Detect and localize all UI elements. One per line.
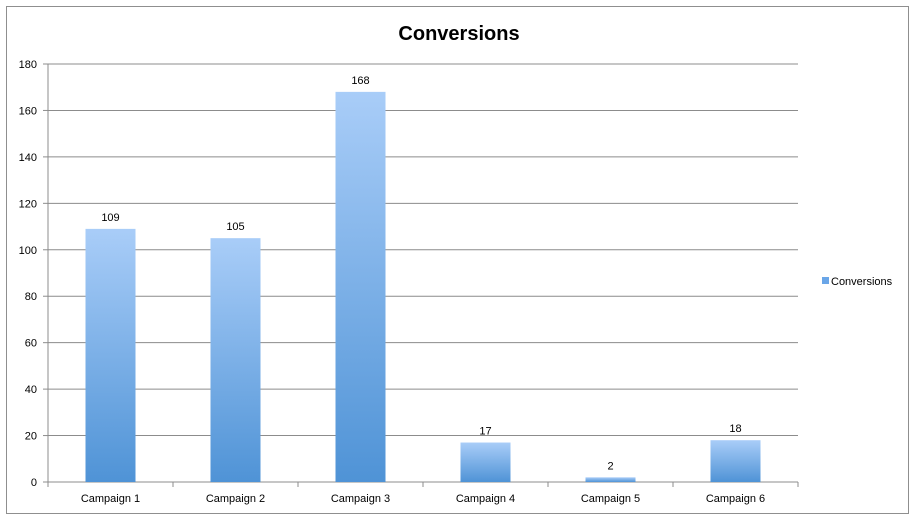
bar xyxy=(85,228,136,482)
bar xyxy=(210,238,261,482)
y-tick-label: 180 xyxy=(19,59,37,71)
y-tick-label: 80 xyxy=(25,291,37,303)
x-tick-label: Campaign 5 xyxy=(581,493,640,505)
x-tick-label: Campaign 1 xyxy=(81,493,140,505)
data-labels: 109 105 168 17 2 18 xyxy=(101,75,741,472)
data-label: 18 xyxy=(729,423,741,435)
data-label: 109 xyxy=(101,212,119,224)
y-tick-label: 100 xyxy=(19,245,37,257)
bar xyxy=(710,440,761,482)
x-tick-label: Campaign 3 xyxy=(331,493,390,505)
y-tick-label: 160 xyxy=(19,105,37,117)
y-tick-label: 40 xyxy=(25,384,37,396)
y-tick-label: 60 xyxy=(25,338,37,350)
x-axis-ticks: Campaign 1 Campaign 2 Campaign 3 Campaign 4… xyxy=(47,482,799,505)
bars xyxy=(85,91,761,482)
legend-swatch xyxy=(822,277,829,284)
data-label: 17 xyxy=(479,426,491,438)
legend: Conversions xyxy=(822,276,893,288)
y-tick-label: 140 xyxy=(19,152,37,164)
bar xyxy=(460,442,511,482)
y-tick-label: 120 xyxy=(19,198,37,210)
x-tick-label: Campaign 6 xyxy=(706,493,765,505)
bar xyxy=(335,91,386,482)
y-tick-label: 20 xyxy=(25,431,37,443)
bar xyxy=(585,477,636,482)
data-label: 168 xyxy=(351,75,369,87)
chart-title: Conversions xyxy=(398,23,519,45)
chart-frame xyxy=(6,6,909,514)
x-tick-label: Campaign 4 xyxy=(456,493,515,505)
y-tick-label: 0 xyxy=(31,477,37,489)
legend-label: Conversions xyxy=(831,276,893,288)
data-label: 105 xyxy=(226,221,244,233)
y-axis-ticks: 0 20 40 60 80 100 120 140 160 180 xyxy=(19,59,48,489)
data-label: 2 xyxy=(607,460,613,472)
x-tick-label: Campaign 2 xyxy=(206,493,265,505)
gridlines xyxy=(47,63,798,483)
